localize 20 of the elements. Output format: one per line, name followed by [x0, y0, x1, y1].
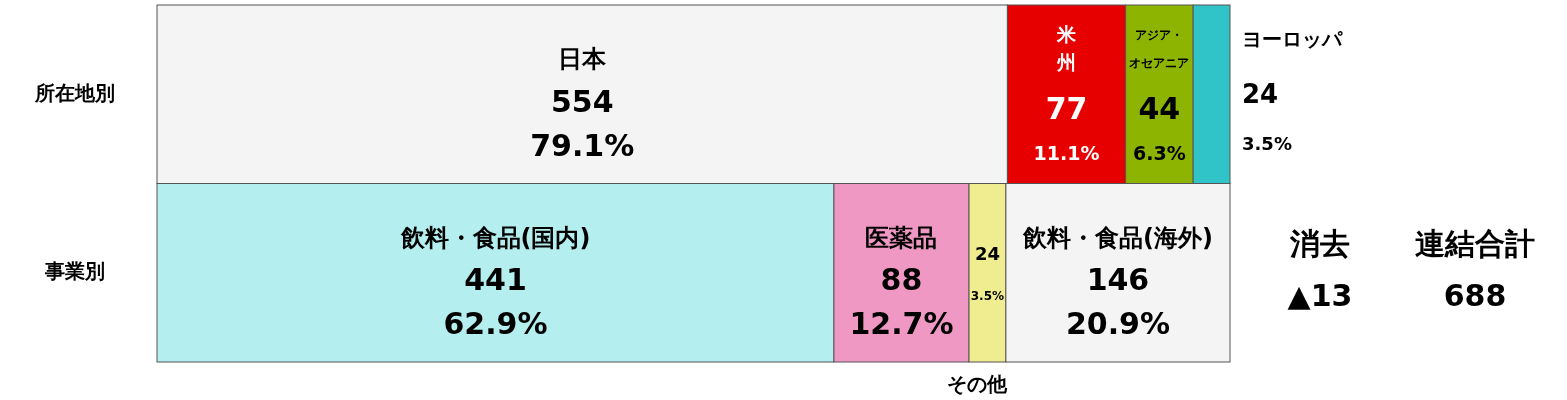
data-label: 554 79.1% — [530, 83, 635, 163]
y-tick-label: 所在地別 — [34, 80, 115, 105]
text: 24 3.5% — [970, 242, 1005, 304]
y-tick-label: 事業別 — [44, 259, 105, 284]
series-label: 飲料・食品(国内) — [399, 223, 591, 252]
series-label: 日本 — [558, 45, 608, 73]
series-label: アジア・オセアニア — [1129, 27, 1190, 70]
data-label: 24 3.5% — [1242, 78, 1292, 154]
series-label: ヨーロッパ — [1242, 26, 1343, 51]
data-label: 441 62.9% — [443, 262, 548, 341]
series-label: 米州 — [1056, 22, 1078, 73]
data-label: 77 11.1% — [1033, 90, 1100, 164]
text: 連結合計 688 — [1415, 225, 1535, 313]
series-label: その他 — [947, 371, 1009, 396]
data-label: 44 6.3% — [1133, 90, 1186, 164]
text: 消去 ▲13 — [1287, 225, 1353, 313]
data-label: 88 12.7% — [849, 262, 954, 341]
series-label: 医薬品 — [865, 223, 938, 252]
data-label: 146 20.9% — [1065, 262, 1170, 341]
series-label: 飲料・食品(海外) — [1021, 223, 1213, 252]
